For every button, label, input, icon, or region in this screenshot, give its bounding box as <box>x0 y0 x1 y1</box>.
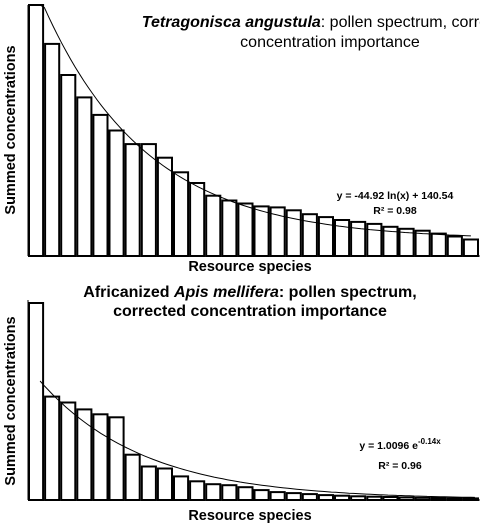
top-bar <box>317 216 334 258</box>
bottom-title-line2: corrected concentration importance <box>113 303 387 320</box>
top-bar <box>156 156 173 257</box>
bottom-bar <box>366 495 383 502</box>
bottom-bar <box>60 401 77 501</box>
top-bar <box>350 220 367 257</box>
bottom-bar <box>462 497 479 501</box>
bottom-trendline <box>39 380 475 498</box>
top-bar <box>237 202 254 257</box>
top-bar <box>269 206 286 257</box>
bottom-bar <box>382 496 399 501</box>
top-r-squared: R² = 0.98 <box>373 205 417 217</box>
bottom-bar <box>76 408 93 501</box>
bottom-equation-exponent: -0.14x <box>418 437 441 446</box>
bottom-title-line1: Africanized Apis mellifera: pollen spect… <box>83 284 416 301</box>
top-equation: y = -44.92 ln(x) + 140.54 <box>337 190 454 202</box>
bottom-bar <box>430 497 447 501</box>
bottom-title-rest: : pollen spectrum, <box>279 284 417 301</box>
top-bar <box>76 96 93 258</box>
top-bar <box>414 229 431 257</box>
top-bar <box>462 238 479 257</box>
bottom-y-axis-label: Summed concentrations <box>3 316 19 485</box>
bottom-bar <box>237 486 254 502</box>
top-bars <box>28 4 479 258</box>
top-bar <box>285 209 302 258</box>
bottom-bar <box>189 480 206 501</box>
bottom-bar <box>253 489 270 502</box>
top-bar <box>366 222 383 257</box>
top-bar <box>124 143 141 258</box>
bottom-bars <box>28 302 479 502</box>
bottom-bar <box>221 484 238 502</box>
top-bar <box>140 143 157 258</box>
top-bar <box>382 225 399 258</box>
top-bar <box>253 205 270 257</box>
top-bar <box>108 129 125 257</box>
top-title-line1: Tetragonisca angustula: pollen spectrum,… <box>142 14 480 31</box>
bottom-bar <box>285 492 302 502</box>
top-bar <box>221 199 238 257</box>
top-bar <box>430 232 447 258</box>
bottom-bar <box>269 491 286 502</box>
top-bar <box>334 219 351 257</box>
top-trendline <box>31 4 471 237</box>
top-bar <box>173 171 190 257</box>
bottom-title-species: Apis mellifera <box>173 284 279 301</box>
top-bar <box>301 213 318 257</box>
top-y-axis-label: Summed concentrations <box>3 45 19 214</box>
bottom-bar <box>173 475 190 501</box>
top-bar <box>44 42 61 258</box>
bottom-bar <box>414 496 431 501</box>
top-title-rest: : pollen spectrum, corrected <box>321 14 480 31</box>
bottom-r-squared: R² = 0.96 <box>378 460 422 472</box>
bottom-bar <box>398 496 415 501</box>
bottom-bar <box>446 497 463 502</box>
bottom-x-axis-label: Resource species <box>188 508 311 524</box>
bottom-title-prefix: Africanized <box>83 284 174 301</box>
top-bar <box>92 113 109 258</box>
bottom-bar <box>205 483 222 502</box>
bottom-bar <box>301 493 318 502</box>
bottom-equation-base: y = 1.0096 e <box>359 440 418 452</box>
bottom-bar <box>92 413 109 501</box>
bottom-bar <box>156 467 173 501</box>
bottom-bar <box>124 453 141 502</box>
chart-bottom: Africanized Apis mellifera: pollen spect… <box>3 284 480 524</box>
chart-top: Tetragonisca angustula: pollen spectrum,… <box>3 4 480 275</box>
bottom-bar <box>350 495 367 501</box>
bottom-bar <box>108 416 125 501</box>
top-title-species: Tetragonisca angustula <box>142 14 321 31</box>
top-bar <box>28 4 45 257</box>
top-bar <box>189 182 206 257</box>
bottom-equation: y = 1.0096 e-0.14x <box>359 437 441 452</box>
bottom-bar <box>317 494 334 502</box>
top-bar <box>60 74 77 257</box>
bottom-bar <box>334 494 351 502</box>
top-bar <box>205 194 222 257</box>
bottom-bar <box>140 465 157 501</box>
top-title-line2: concentration importance <box>240 34 420 51</box>
top-bar <box>398 227 415 258</box>
top-x-axis-label: Resource species <box>188 259 311 275</box>
bottom-bar <box>44 395 61 502</box>
bottom-bar <box>28 302 45 501</box>
top-bar <box>446 235 463 257</box>
